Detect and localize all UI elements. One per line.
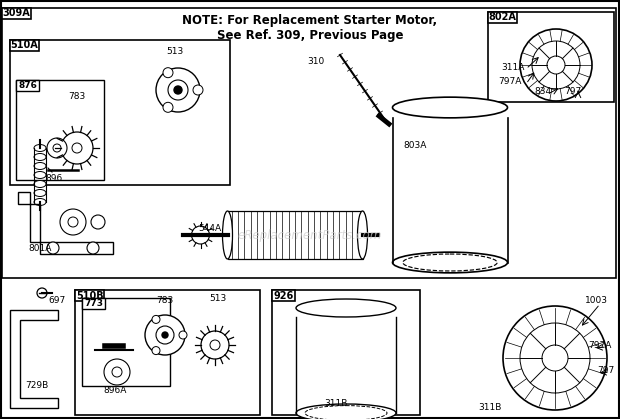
Ellipse shape [34, 145, 46, 152]
Ellipse shape [34, 153, 46, 160]
Circle shape [532, 41, 580, 89]
Circle shape [520, 29, 592, 101]
Circle shape [503, 306, 607, 410]
Text: 797: 797 [596, 365, 614, 375]
Text: 513: 513 [210, 293, 227, 303]
Circle shape [542, 345, 568, 371]
Bar [10, 40, 39, 51]
Bar [488, 12, 517, 23]
Circle shape [520, 323, 590, 393]
Ellipse shape [34, 189, 46, 197]
Circle shape [152, 316, 160, 323]
Bar [75, 290, 260, 415]
Circle shape [193, 85, 203, 95]
Ellipse shape [305, 406, 387, 419]
Circle shape [179, 331, 187, 339]
Bar [488, 12, 614, 102]
Ellipse shape [296, 299, 396, 317]
Bar [272, 290, 295, 301]
Circle shape [37, 288, 47, 298]
Circle shape [112, 367, 122, 377]
Text: 783: 783 [156, 295, 174, 305]
Text: 1003: 1003 [585, 295, 608, 305]
Text: 834: 834 [534, 88, 552, 96]
Circle shape [87, 242, 99, 254]
Ellipse shape [392, 252, 508, 273]
Text: 309A: 309A [2, 8, 30, 18]
Text: 311B: 311B [478, 403, 502, 411]
Circle shape [162, 332, 168, 338]
Text: 801A: 801A [28, 243, 51, 253]
Circle shape [163, 102, 173, 112]
Ellipse shape [392, 97, 508, 118]
Text: 926: 926 [273, 290, 294, 300]
Bar [228, 211, 363, 259]
Circle shape [72, 143, 82, 153]
Circle shape [547, 56, 565, 74]
Circle shape [47, 242, 59, 254]
Circle shape [60, 209, 86, 235]
Bar [82, 298, 170, 386]
Ellipse shape [358, 211, 368, 259]
Circle shape [91, 215, 105, 229]
Circle shape [53, 144, 61, 152]
Bar [2, 8, 616, 278]
Text: eReplacementParts.com: eReplacementParts.com [238, 228, 382, 241]
Text: 773: 773 [84, 299, 103, 308]
Ellipse shape [296, 404, 396, 419]
Text: 802A: 802A [489, 13, 516, 23]
Bar [75, 290, 104, 301]
Ellipse shape [403, 254, 497, 271]
Text: 513: 513 [166, 47, 184, 57]
Text: 783: 783 [68, 91, 86, 101]
Text: 876: 876 [18, 81, 37, 90]
Circle shape [68, 217, 78, 227]
Text: 803A: 803A [404, 140, 427, 150]
Text: 697: 697 [48, 295, 65, 305]
Circle shape [104, 359, 130, 385]
Text: 896A: 896A [104, 385, 126, 395]
Text: 310: 310 [308, 57, 325, 67]
Text: 797A: 797A [588, 341, 612, 349]
Ellipse shape [34, 199, 46, 205]
Text: NOTE: For Replacement Starter Motor,
See Ref. 309, Previous Page: NOTE: For Replacement Starter Motor, See… [182, 14, 438, 42]
Bar [16, 80, 40, 91]
Circle shape [210, 340, 220, 350]
Text: 896: 896 [45, 173, 62, 183]
Bar [272, 290, 420, 415]
Text: 311A: 311A [502, 62, 525, 72]
Circle shape [145, 315, 185, 355]
Ellipse shape [34, 181, 46, 187]
Text: 544A: 544A [198, 223, 221, 233]
Circle shape [156, 326, 174, 344]
Text: 729B: 729B [25, 380, 48, 390]
Text: 797A: 797A [498, 78, 521, 86]
Bar [2, 8, 31, 19]
Circle shape [47, 138, 67, 158]
Text: 311B: 311B [324, 398, 348, 408]
Circle shape [163, 68, 173, 78]
Ellipse shape [34, 163, 46, 170]
Ellipse shape [223, 211, 232, 259]
Bar [16, 80, 104, 180]
Ellipse shape [34, 171, 46, 178]
Text: 510A: 510A [11, 41, 38, 51]
Circle shape [156, 68, 200, 112]
Circle shape [168, 80, 188, 100]
Bar [10, 40, 230, 185]
Bar [82, 298, 105, 309]
Text: 510B: 510B [76, 290, 104, 300]
Circle shape [152, 347, 160, 354]
Text: 797: 797 [564, 88, 582, 96]
Circle shape [174, 86, 182, 94]
